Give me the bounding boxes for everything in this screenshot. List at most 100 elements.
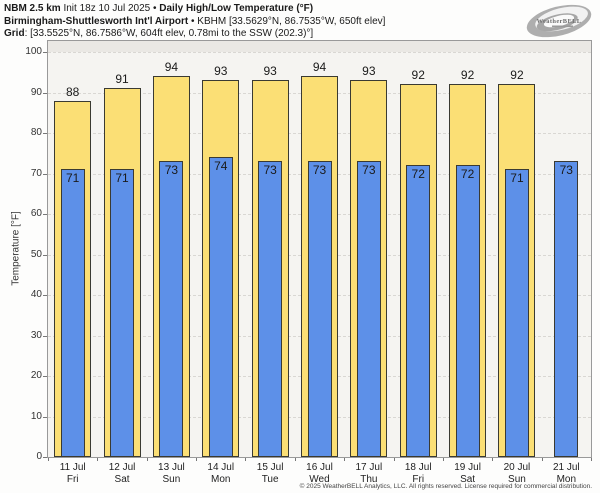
low-temp-bar (159, 161, 184, 457)
high-value-label: 93 (214, 64, 228, 79)
low-temp-bar (60, 169, 85, 457)
x-day-label: Sun (508, 474, 526, 485)
high-value-label: 94 (312, 60, 327, 75)
high-value-label: 92 (460, 68, 475, 83)
x-date-label: 21 Jul (552, 462, 580, 473)
y-tick-mark (43, 295, 47, 296)
low-value-label: 73 (263, 163, 277, 178)
y-tick-mark (43, 52, 47, 53)
low-temp-bar (110, 169, 135, 457)
x-tick-mark (492, 458, 494, 461)
y-tick-label: 90 (30, 86, 42, 98)
y-tick-mark (43, 92, 47, 94)
grid-line (48, 52, 591, 53)
x-tick-mark (245, 458, 247, 461)
y-tick-mark (43, 335, 47, 337)
header-bullet-2: • (188, 15, 198, 27)
low-value-label: 74 (214, 159, 228, 174)
high-value-label: 92 (510, 68, 524, 83)
x-tick-mark (196, 458, 198, 461)
high-value-label: 93 (362, 64, 376, 79)
x-date-label: 11 Jul (59, 462, 86, 473)
low-value-label: 72 (460, 167, 475, 182)
above-range-band (48, 41, 591, 52)
x-tick-mark (48, 458, 49, 461)
low-temp-bar (455, 165, 480, 457)
x-date-label: 14 Jul (207, 462, 235, 473)
x-tick-mark (541, 458, 543, 461)
grid-label: Grid (4, 28, 25, 39)
low-value-label: 71 (510, 171, 524, 186)
header-bullet: • (152, 3, 160, 14)
y-tick-mark (43, 133, 47, 134)
high-value-label: 91 (115, 72, 129, 87)
x-day-label: Sat (460, 474, 476, 485)
x-date-label: 19 Jul (454, 462, 481, 473)
x-tick-mark (344, 458, 346, 461)
x-tick-mark (591, 458, 592, 461)
x-tick-mark (442, 458, 444, 461)
low-value-label: 73 (362, 163, 376, 178)
x-date-label: 18 Jul (404, 462, 432, 473)
low-value-label: 73 (559, 163, 573, 178)
y-tick-label: 60 (30, 208, 42, 219)
x-day-label: Sun (162, 474, 181, 485)
weatherbell-logo: WeatherBELL (522, 1, 596, 41)
plot-area: 88 71 91 71 94 73 93 74 93 73 94 73 93 73 92 72 92 72 92 71… (47, 40, 592, 458)
x-date-label: 16 Jul (306, 462, 333, 473)
swirl-logo-icon: WeatherBELL (526, 4, 592, 38)
header-line1: NBM 2.5 km Init 18z 10 Jul 2025 • Daily … (4, 3, 524, 16)
y-tick-mark (43, 214, 47, 215)
low-temp-bar (406, 165, 431, 457)
x-day-label: Thu (360, 474, 378, 485)
x-tick-mark (146, 458, 148, 461)
y-tick-label: 30 (30, 329, 42, 341)
low-temp-bar (258, 161, 283, 457)
high-value-label: 94 (164, 60, 179, 75)
x-category-label: 13 Jul Sun (147, 462, 196, 486)
x-day-label: Tue (261, 474, 279, 485)
x-day-label: Fri (412, 474, 425, 485)
x-date-label: 13 Jul (158, 462, 185, 473)
y-tick-label: 100 (25, 46, 42, 57)
low-value-label: 72 (411, 167, 425, 182)
copyright-notice: © 2025 WeatherBELL Analytics, LLC. All r… (299, 483, 592, 490)
x-date-label: 15 Jul (256, 462, 284, 473)
y-tick-mark (43, 173, 47, 175)
model-name: NBM 2.5 km (4, 3, 61, 14)
low-value-label: 73 (312, 163, 327, 178)
y-tick-label: 70 (30, 167, 42, 179)
product-name: Daily High/Low Temperature (°F) (159, 3, 314, 14)
y-tick-mark (43, 376, 47, 377)
low-value-label: 71 (65, 171, 80, 186)
y-tick-label: 80 (30, 127, 42, 138)
svg-text:WeatherBELL: WeatherBELL (537, 18, 582, 25)
x-category-label: 20 Jul Sun (492, 462, 541, 486)
low-temp-bar (554, 161, 579, 457)
x-tick-mark (97, 458, 99, 461)
x-day-label: Wed (309, 474, 330, 485)
x-category-label: 17 Jul Thu (344, 462, 393, 486)
init-time: Init 18z 10 Jul 2025 (60, 3, 153, 14)
station-name: Birmingham-Shuttlesworth Int'l Airport (4, 15, 189, 27)
chart-header: NBM 2.5 km Init 18z 10 Jul 2025 • Daily … (4, 3, 524, 41)
x-tick-mark (294, 458, 296, 461)
x-category-label: 15 Jul Tue (245, 462, 294, 486)
low-temp-bar (208, 157, 233, 457)
header-line3: Grid: [33.5525°N, 86.7586°W, 604ft elev,… (4, 28, 524, 41)
y-tick-label: 40 (30, 289, 42, 300)
low-temp-bar (356, 161, 381, 457)
x-tick-mark (393, 458, 395, 461)
low-value-label: 71 (115, 171, 129, 186)
x-day-label: Sat (114, 474, 130, 485)
low-temp-bar (504, 169, 529, 457)
x-category-label: 19 Jul Sat (443, 462, 492, 486)
x-category-label: 12 Jul Sat (97, 462, 146, 486)
x-category-label: 18 Jul Fri (394, 462, 443, 486)
x-day-label: Mon (556, 474, 577, 485)
y-tick-mark (43, 416, 47, 418)
y-tick-mark (43, 254, 47, 256)
x-date-label: 20 Jul (503, 462, 531, 473)
high-value-label: 92 (411, 68, 425, 83)
